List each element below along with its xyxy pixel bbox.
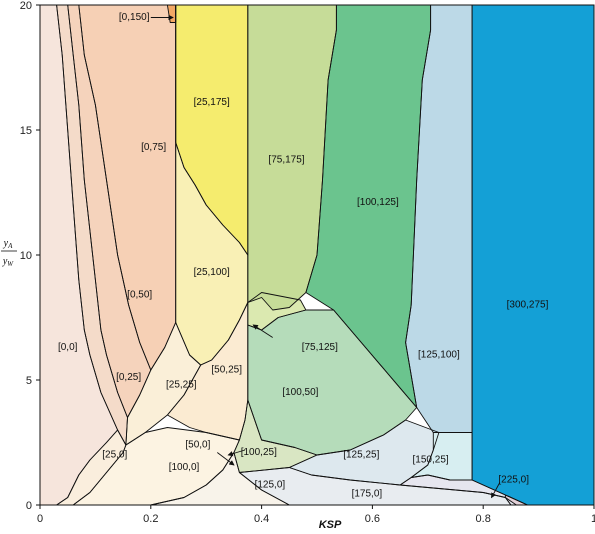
x-tick-label: 1 <box>591 513 595 525</box>
region-100-0 <box>150 452 290 505</box>
region-label-25-175: [25,175] <box>194 97 230 108</box>
boundaries-layer <box>39 4 595 506</box>
x-tick-label: 0.2 <box>143 513 158 525</box>
y-tick-label: 20 <box>20 0 32 12</box>
region-0-0 <box>40 5 118 505</box>
x-tick-label: 0.8 <box>476 513 491 525</box>
region-25-175 <box>175 5 248 255</box>
region-label-75-175: [75,175] <box>268 155 304 166</box>
svg-text:yA: yA <box>3 238 13 250</box>
y-axis-title: yA yW <box>1 238 17 268</box>
region-50-25 <box>167 302 248 440</box>
region-label-100-50: [100,50] <box>282 387 318 398</box>
region-label-50-0: [50,0] <box>185 440 210 451</box>
region-0-50 <box>67 5 151 418</box>
region-label-125-0: [125,0] <box>255 480 286 491</box>
region-100-50 <box>247 310 417 455</box>
callout-arrow-50-0 <box>217 452 235 466</box>
region-0-75 <box>78 5 176 370</box>
x-tick-label: 0 <box>37 513 43 525</box>
region-100-125 <box>305 5 431 408</box>
region-300-275 <box>472 5 594 505</box>
x-tick-label: 0.6 <box>365 513 380 525</box>
y-axis-denominator-sub: W <box>7 260 14 268</box>
region-75-175 <box>247 5 337 310</box>
y-tick-label: 10 <box>20 250 32 262</box>
y-axis-numerator-sub: A <box>7 242 13 250</box>
region-50-0 <box>73 427 240 505</box>
y-tick-label: 15 <box>20 125 32 137</box>
region-label-150-25: [150,25] <box>413 455 449 466</box>
y-tick-label: 0 <box>26 500 32 512</box>
region-label-125-25: [125,25] <box>343 450 379 461</box>
regions-layer <box>40 5 594 505</box>
x-axis-title: KSP <box>319 519 342 531</box>
region-0-25 <box>56 5 128 445</box>
region-label-25-0: [25,0] <box>102 450 127 461</box>
region-label-0-25: [0,25] <box>116 372 141 383</box>
svg-text:yW: yW <box>2 256 14 268</box>
region-25-100 <box>175 5 248 365</box>
region-label-75-125: [75,125] <box>302 342 338 353</box>
y-tick-label: 5 <box>26 375 32 387</box>
region-boundary-75-125 <box>247 292 307 331</box>
region-100-25 <box>233 400 317 473</box>
region-label-0-150: [0,150] <box>119 12 150 23</box>
region-25-25 <box>125 322 201 445</box>
region-125-100 <box>405 5 473 433</box>
region-label-175-0: [175,0] <box>352 488 383 499</box>
callout-arrow-225-0 <box>491 482 501 499</box>
region-25-0 <box>56 430 126 505</box>
region-125-0 <box>239 467 511 505</box>
region-150-25 <box>411 432 473 480</box>
region-labels-layer: [0,0] [0,25] [0,50] [0,75] [0,150] [25,0] [25,… <box>58 12 549 499</box>
region-label-225-0: [225,0] <box>498 475 529 486</box>
region-125-25 <box>289 420 439 485</box>
region-label-300-275: [300,275] <box>507 300 549 311</box>
region-label-0-0: [0,0] <box>58 342 78 353</box>
region-label-0-75: [0,75] <box>141 142 166 153</box>
region-label-125-100: [125,100] <box>418 350 460 361</box>
region-175-0 <box>400 475 528 505</box>
y-axis-numerator: y <box>3 238 9 249</box>
region-label-100-125: [100,125] <box>357 197 399 208</box>
y-axis-denominator: y <box>2 256 8 267</box>
region-label-25-100: [25,100] <box>194 267 230 278</box>
region-label-25-25: [25,25] <box>166 380 197 391</box>
callout-arrow-100-25 <box>227 449 246 457</box>
region-label-0-50: [0,50] <box>127 290 152 301</box>
region-label-100-25: [100,25] <box>241 447 277 458</box>
callout-arrow-75-125 <box>252 324 273 338</box>
x-tick-label: 0.4 <box>254 513 269 525</box>
region-label-50-25: [50,25] <box>211 365 242 376</box>
callouts-layer <box>150 14 501 499</box>
region-label-100-0: [100,0] <box>169 462 200 473</box>
